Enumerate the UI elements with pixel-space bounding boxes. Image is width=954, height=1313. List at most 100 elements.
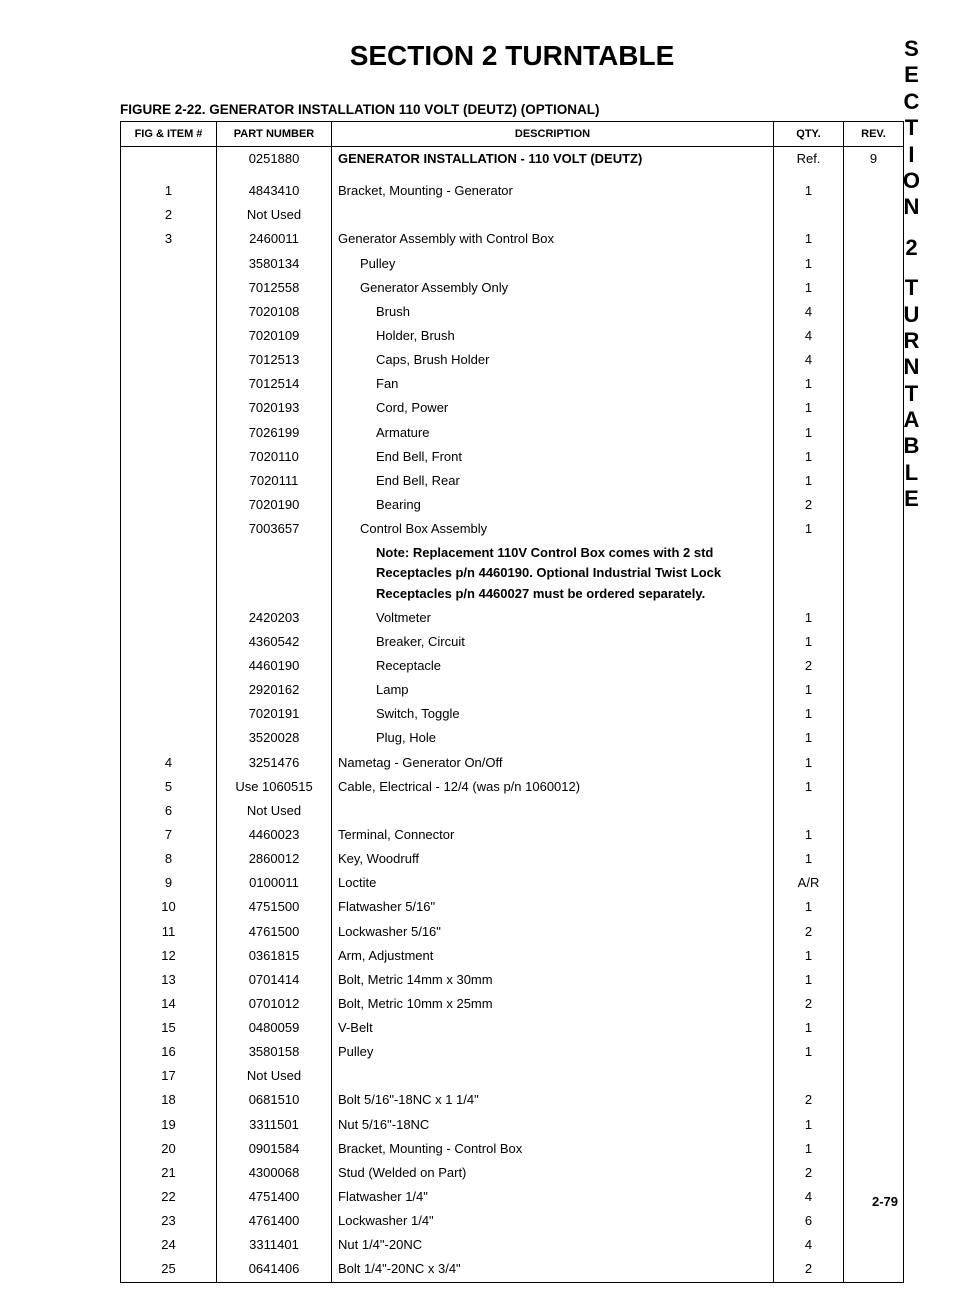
table-row: 4360542Breaker, Circuit1 [121, 630, 904, 654]
cell-qty: 1 [774, 1040, 844, 1064]
cell-desc: Nut 1/4"-20NC [332, 1233, 774, 1257]
cell-desc: Receptacle [332, 654, 774, 678]
cell-rev [844, 517, 904, 541]
cell-pn: 2920162 [217, 678, 332, 702]
cell-qty: 2 [774, 1257, 844, 1282]
cell-pn: 7012513 [217, 348, 332, 372]
cell-qty: 1 [774, 276, 844, 300]
cell-pn: 3311501 [217, 1113, 332, 1137]
cell-rev [844, 968, 904, 992]
cell-desc: Cord, Power [332, 396, 774, 420]
cell-qty: 4 [774, 348, 844, 372]
cell-fig: 18 [121, 1088, 217, 1112]
cell-fig [121, 654, 217, 678]
cell-pn: Not Used [217, 799, 332, 823]
cell-desc: Pulley [332, 252, 774, 276]
cell-pn: 2420203 [217, 606, 332, 630]
cell-rev [844, 871, 904, 895]
cell-pn: 7020109 [217, 324, 332, 348]
cell-qty: 1 [774, 421, 844, 445]
cell-fig [121, 726, 217, 750]
cell-pn: 7012558 [217, 276, 332, 300]
cell-desc: Bearing [332, 493, 774, 517]
cell-desc [332, 1064, 774, 1088]
cell-fig: 25 [121, 1257, 217, 1282]
table-row: 120361815Arm, Adjustment1 [121, 944, 904, 968]
cell-pn: 0641406 [217, 1257, 332, 1282]
cell-qty: 4 [774, 324, 844, 348]
table-row: 7020108Brush4 [121, 300, 904, 324]
col-fig: FIG & ITEM # [121, 122, 217, 147]
cell-qty: 1 [774, 944, 844, 968]
cell-fig: 4 [121, 751, 217, 775]
cell-desc: Flatwasher 1/4" [332, 1185, 774, 1209]
cell-rev [844, 847, 904, 871]
figure-caption: FIGURE 2-22. GENERATOR INSTALLATION 110 … [120, 102, 904, 117]
cell-pn: 7020111 [217, 469, 332, 493]
cell-pn: 0701012 [217, 992, 332, 1016]
table-row: 180681510Bolt 5/16"-18NC x 1 1/4"2 [121, 1088, 904, 1112]
cell-pn: 0681510 [217, 1088, 332, 1112]
cell-desc: GENERATOR INSTALLATION - 110 VOLT (DEUTZ… [332, 147, 774, 172]
cell-desc: Holder, Brush [332, 324, 774, 348]
cell-rev [844, 348, 904, 372]
cell-rev [844, 799, 904, 823]
cell-fig [121, 421, 217, 445]
cell-pn: 0361815 [217, 944, 332, 968]
cell-fig: 11 [121, 920, 217, 944]
cell-rev [844, 895, 904, 919]
cell-rev [844, 324, 904, 348]
table-row: 7026199Armature1 [121, 421, 904, 445]
cell-rev [844, 396, 904, 420]
cell-pn: 7003657 [217, 517, 332, 541]
table-row: 32460011Generator Assembly with Control … [121, 227, 904, 251]
cell-qty: 1 [774, 372, 844, 396]
cell-fig [121, 396, 217, 420]
cell-qty: 1 [774, 606, 844, 630]
cell-desc: Caps, Brush Holder [332, 348, 774, 372]
cell-pn: 7020191 [217, 702, 332, 726]
table-row: 7020191Switch, Toggle1 [121, 702, 904, 726]
table-row: 7012513Caps, Brush Holder4 [121, 348, 904, 372]
cell-qty: 1 [774, 396, 844, 420]
table-row: 7020193Cord, Power1 [121, 396, 904, 420]
cell-fig: 15 [121, 1016, 217, 1040]
cell-desc: Bracket, Mounting - Control Box [332, 1137, 774, 1161]
cell-qty: Ref. [774, 147, 844, 172]
cell-rev [844, 276, 904, 300]
table-row: 2920162Lamp1 [121, 678, 904, 702]
page-number: 2-79 [872, 1194, 898, 1209]
cell-rev [844, 1137, 904, 1161]
cell-rev [844, 1209, 904, 1233]
col-qty: QTY. [774, 122, 844, 147]
cell-pn: 4761400 [217, 1209, 332, 1233]
cell-fig: 19 [121, 1113, 217, 1137]
cell-pn: 3251476 [217, 751, 332, 775]
cell-fig [121, 147, 217, 172]
cell-pn: 7026199 [217, 421, 332, 445]
side-tab: SECTION2TURNTABLE [903, 36, 920, 513]
cell-rev [844, 726, 904, 750]
cell-rev [844, 823, 904, 847]
cell-rev [844, 493, 904, 517]
cell-fig: 2 [121, 203, 217, 227]
cell-qty: A/R [774, 871, 844, 895]
cell-qty: 1 [774, 823, 844, 847]
cell-pn: 0701414 [217, 968, 332, 992]
table-row: 214300068Stud (Welded on Part)2 [121, 1161, 904, 1185]
cell-desc: Bolt 1/4"-20NC x 3/4" [332, 1257, 774, 1282]
cell-fig [121, 541, 217, 605]
cell-desc: Terminal, Connector [332, 823, 774, 847]
cell-rev [844, 179, 904, 203]
cell-pn: 4761500 [217, 920, 332, 944]
cell-desc: Pulley [332, 1040, 774, 1064]
table-row: 5Use 1060515Cable, Electrical - 12/4 (wa… [121, 775, 904, 799]
table-row: 3580134Pulley1 [121, 252, 904, 276]
table-row: 6Not Used [121, 799, 904, 823]
table-row: 2420203Voltmeter1 [121, 606, 904, 630]
cell-desc: Control Box Assembly [332, 517, 774, 541]
cell-fig [121, 445, 217, 469]
cell-pn: 4460023 [217, 823, 332, 847]
cell-rev [844, 992, 904, 1016]
cell-fig [121, 469, 217, 493]
